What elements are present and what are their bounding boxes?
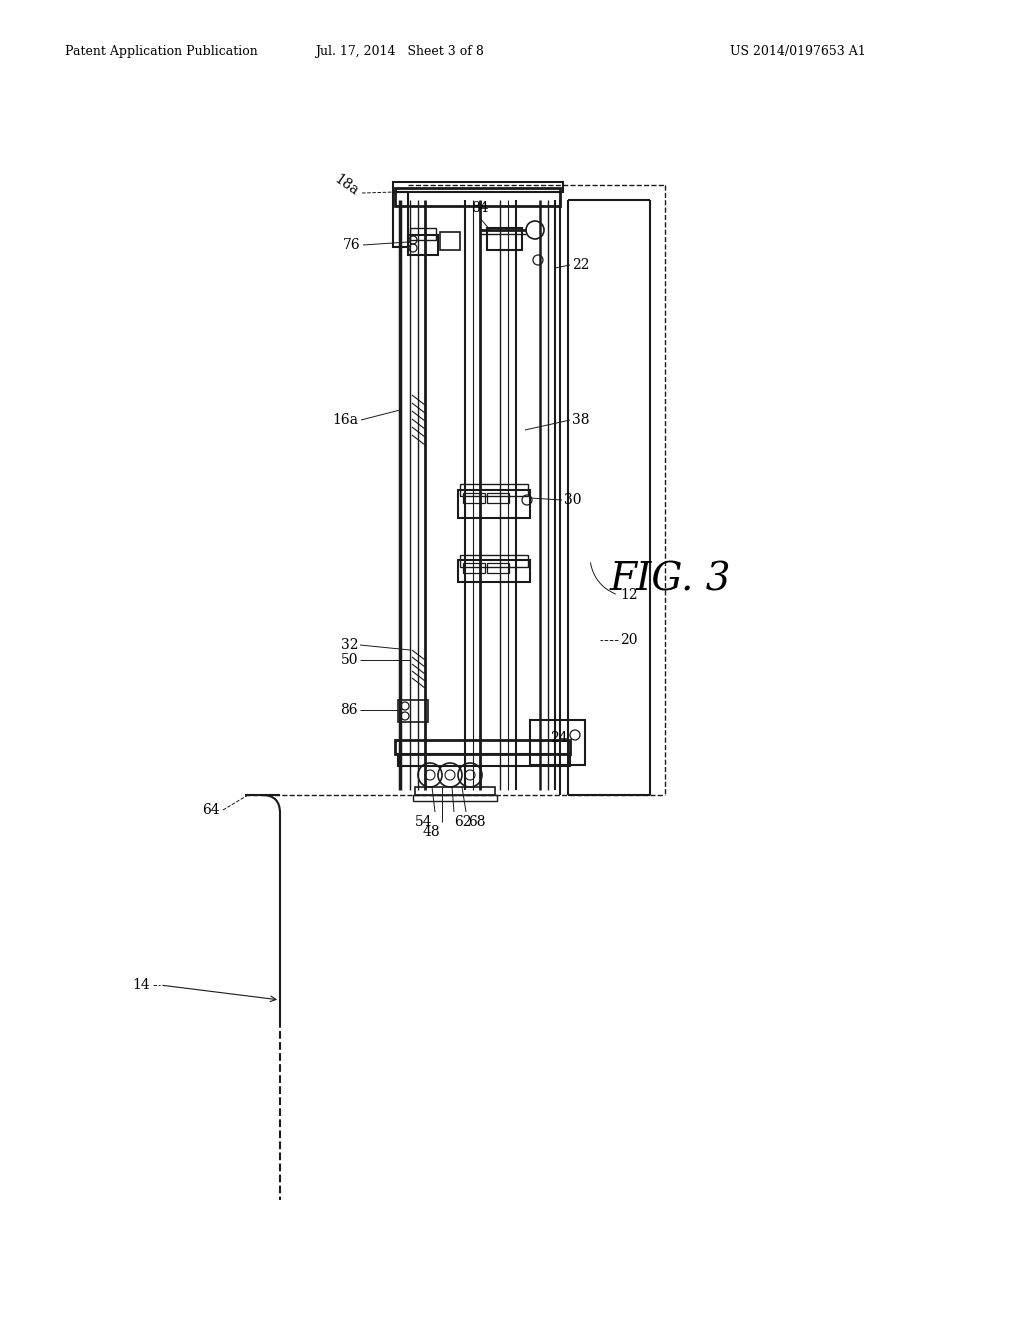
Bar (395, 187, 560, 206)
Text: 12: 12 (620, 587, 638, 602)
Text: 86: 86 (341, 704, 358, 717)
Bar (463, 492, 485, 503)
Text: 24: 24 (550, 731, 567, 744)
Text: 16a: 16a (332, 413, 358, 426)
Text: 32: 32 (341, 638, 358, 652)
Text: 38: 38 (572, 413, 590, 426)
Text: 76: 76 (342, 238, 360, 252)
Bar (487, 492, 509, 503)
Text: FIG. 3: FIG. 3 (610, 561, 731, 598)
Text: 68: 68 (468, 814, 485, 829)
Text: 48: 48 (422, 825, 440, 840)
Bar (395, 741, 570, 754)
Bar (398, 700, 428, 722)
Bar (458, 490, 530, 517)
Text: US 2014/0197653 A1: US 2014/0197653 A1 (730, 45, 865, 58)
Text: 64: 64 (203, 803, 220, 817)
Text: 84: 84 (471, 201, 488, 215)
Bar (463, 564, 485, 573)
Bar (413, 795, 497, 801)
Text: 54: 54 (415, 814, 432, 829)
Bar (487, 564, 509, 573)
Bar (408, 235, 438, 255)
Bar (460, 484, 528, 496)
Text: 50: 50 (341, 653, 358, 667)
Text: Patent Application Publication: Patent Application Publication (65, 45, 258, 58)
Text: 14: 14 (132, 978, 150, 993)
Bar (415, 787, 495, 795)
Bar (398, 754, 570, 766)
Text: Jul. 17, 2014   Sheet 3 of 8: Jul. 17, 2014 Sheet 3 of 8 (315, 45, 484, 58)
Text: 20: 20 (620, 634, 638, 647)
Bar (460, 554, 528, 568)
Bar (393, 191, 408, 247)
Text: 30: 30 (564, 492, 582, 507)
Bar (393, 182, 563, 191)
FancyArrowPatch shape (591, 562, 615, 594)
Bar (410, 228, 436, 240)
Text: 18a: 18a (332, 173, 361, 199)
Text: 22: 22 (572, 257, 590, 272)
Text: 62: 62 (454, 814, 471, 829)
Bar (530, 719, 585, 766)
Bar (458, 560, 530, 582)
Bar (487, 228, 522, 249)
Bar (440, 232, 460, 249)
